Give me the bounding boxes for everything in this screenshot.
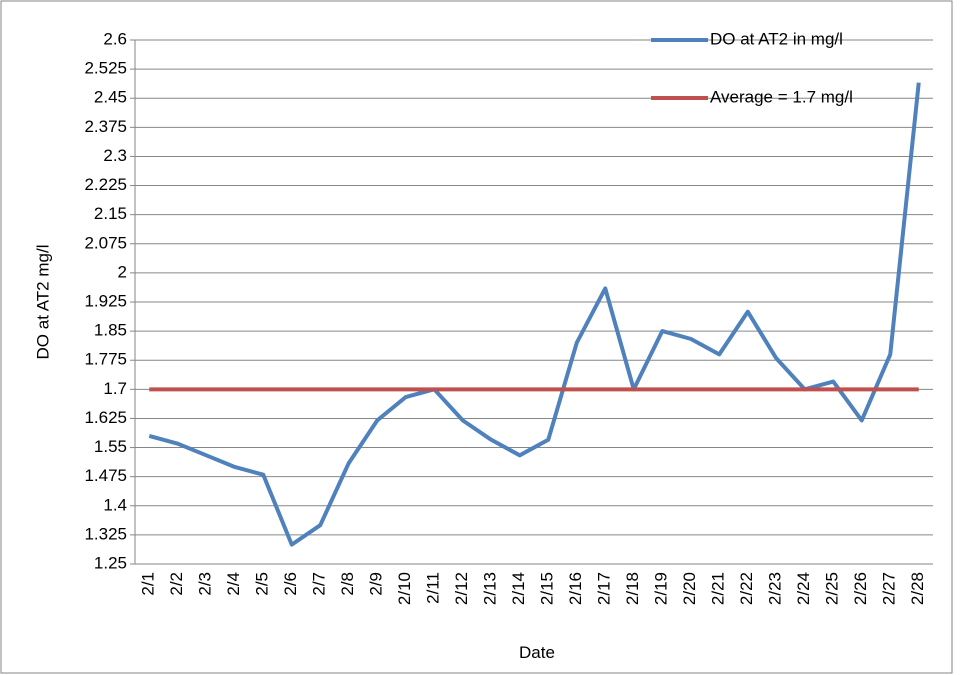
data-line xyxy=(148,82,921,547)
x-tick-label: 2/28 xyxy=(908,572,927,605)
x-tick-label: 2/1 xyxy=(139,572,158,596)
y-tick-label: 2.375 xyxy=(84,117,127,136)
y-tick-label: 1.775 xyxy=(84,350,127,369)
x-tick-label: 2/11 xyxy=(424,572,443,604)
x-tick-label: 2/21 xyxy=(709,572,728,605)
x-tick-label: 2/8 xyxy=(338,572,357,596)
y-tick-label: 1.55 xyxy=(94,437,127,456)
y-tick-label: 2 xyxy=(118,262,127,281)
y-tick-label: 2.15 xyxy=(94,204,127,223)
legend-label: Average = 1.7 mg/l xyxy=(710,87,853,106)
y-tick-label: 1.325 xyxy=(84,524,127,543)
y-tick-label: 1.25 xyxy=(94,553,127,572)
x-tick-label: 2/26 xyxy=(851,572,870,605)
x-tick-label: 2/17 xyxy=(595,572,614,605)
y-tick-label: 1.925 xyxy=(84,291,127,310)
x-tick-label: 2/3 xyxy=(196,572,215,596)
x-tick-label: 2/23 xyxy=(766,572,785,605)
x-tick-label: 2/27 xyxy=(880,572,899,605)
x-tick-label: 2/6 xyxy=(281,572,300,596)
y-tick-label: 1.85 xyxy=(94,321,127,340)
x-tick-label: 2/20 xyxy=(680,572,699,605)
y-tick-label: 2.3 xyxy=(103,146,127,165)
x-tick-label: 2/5 xyxy=(253,572,272,596)
legend-label: DO at AT2 in mg/l xyxy=(710,29,843,48)
x-tick-label: 2/2 xyxy=(167,572,186,596)
y-tick-label: 1.625 xyxy=(84,408,127,427)
y-tick-label: 2.525 xyxy=(84,59,127,78)
x-tick-label: 2/24 xyxy=(794,572,813,605)
y-tick-label: 2.45 xyxy=(94,88,127,107)
x-tick-label: 2/15 xyxy=(538,572,557,605)
x-tick-label: 2/18 xyxy=(623,572,642,605)
y-tick-label: 1.4 xyxy=(103,495,127,514)
x-tick-label: 2/16 xyxy=(566,572,585,605)
x-tick-label: 2/13 xyxy=(481,572,500,605)
y-tick-label: 2.225 xyxy=(84,175,127,194)
x-tick-label: 2/7 xyxy=(310,572,329,596)
x-tick-label: 2/25 xyxy=(823,572,842,605)
y-tick-label: 1.7 xyxy=(103,379,127,398)
y-tick-label: 2.075 xyxy=(84,233,127,252)
x-tick-label: 2/12 xyxy=(452,572,471,605)
y-axis-label: DO at AT2 mg/l xyxy=(33,245,52,360)
x-tick-label: 2/19 xyxy=(652,572,671,605)
x-tick-label: 2/10 xyxy=(395,572,414,605)
y-tick-label: 1.475 xyxy=(84,466,127,485)
x-axis-label: Date xyxy=(519,643,555,662)
y-tick-label: 2.6 xyxy=(103,29,127,48)
x-tick-label: 2/14 xyxy=(509,572,528,605)
x-tick-label: 2/9 xyxy=(367,572,386,596)
x-tick-label: 2/4 xyxy=(224,572,243,596)
x-tick-label: 2/22 xyxy=(737,572,756,605)
